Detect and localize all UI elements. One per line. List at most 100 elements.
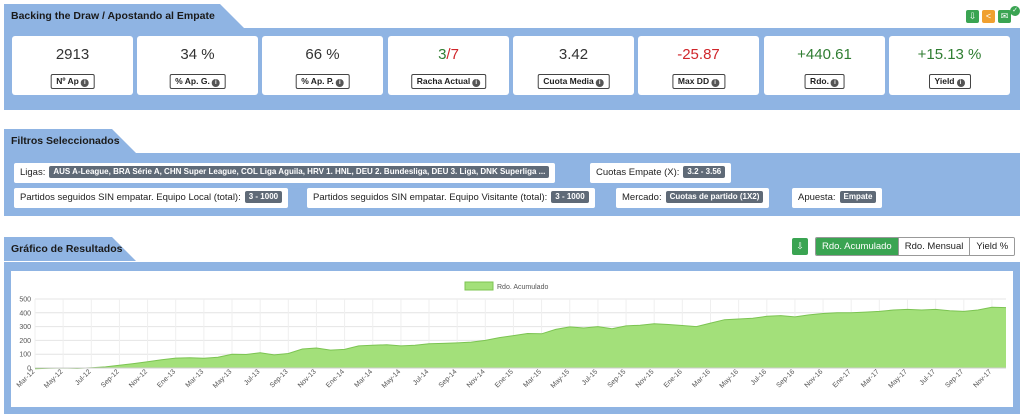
x-tick-label: Nov-17 bbox=[972, 368, 993, 389]
stat-label[interactable]: Max DD i bbox=[671, 74, 726, 89]
x-tick-label: Sep-13 bbox=[269, 368, 290, 389]
x-tick-label: Mar-15 bbox=[522, 368, 543, 389]
filter-ligas: Ligas: AUS A-League, BRA Série A, CHN Sup… bbox=[14, 163, 556, 183]
x-tick-label: Ene-17 bbox=[832, 368, 853, 389]
stat-label[interactable]: Cuota Media i bbox=[537, 74, 610, 89]
toggle-rdo-mensual[interactable]: Rdo. Mensual bbox=[897, 238, 970, 255]
stats-section-tab: Backing the Draw / Apostando al Empate bbox=[4, 4, 244, 28]
x-tick-label: Nov-15 bbox=[635, 368, 656, 389]
y-tick-label: 500 bbox=[19, 297, 31, 304]
stat-card-ap-ganadas: 34 % % Ap. G. i bbox=[137, 36, 258, 95]
x-tick-label: May-15 bbox=[550, 368, 572, 390]
stat-label[interactable]: % Ap. P. i bbox=[295, 74, 350, 89]
share-icon: < bbox=[985, 11, 992, 21]
stat-value: 2913 bbox=[55, 46, 90, 63]
info-icon: i bbox=[472, 79, 481, 87]
filter-tag: AUS A-League, BRA Série A, CHN Super Lea… bbox=[49, 166, 550, 178]
stat-label[interactable]: Yield i bbox=[928, 74, 971, 89]
stat-value: 66 % bbox=[305, 46, 340, 63]
stat-label[interactable]: Racha Actual i bbox=[410, 74, 487, 89]
x-tick-label: Jul-16 bbox=[750, 368, 769, 387]
filter-label: Ligas: bbox=[20, 167, 46, 178]
x-tick-label: May-14 bbox=[381, 368, 403, 390]
toggle-rdo-acumulado[interactable]: Rdo. Acumulado bbox=[816, 238, 898, 255]
x-tick-label: Nov-16 bbox=[804, 368, 825, 389]
chart-download-button[interactable]: ⇩ bbox=[792, 238, 808, 255]
stat-card-racha-actual: 3/7 Racha Actual i bbox=[388, 36, 509, 95]
chart-section-tab: Gráfico de Resultados bbox=[4, 237, 136, 261]
y-tick-label: 400 bbox=[19, 310, 31, 317]
filter-tag: 3.2 - 3.56 bbox=[683, 166, 726, 178]
info-icon: i bbox=[80, 79, 89, 87]
stat-card-yield: +15.13 % Yield i bbox=[889, 36, 1010, 95]
y-tick-label: 100 bbox=[19, 352, 31, 359]
x-tick-label: Mar-17 bbox=[860, 368, 881, 389]
x-tick-label: May-16 bbox=[719, 368, 741, 390]
x-tick-label: Sep-12 bbox=[100, 368, 121, 389]
x-tick-label: Sep-16 bbox=[775, 368, 796, 389]
info-icon: i bbox=[830, 79, 839, 87]
x-tick-label: Jul-15 bbox=[581, 368, 600, 387]
email-icon: ✉ bbox=[1000, 11, 1009, 21]
info-icon: i bbox=[956, 79, 965, 87]
filters-panel: Ligas: AUS A-League, BRA Série A, CHN Sup… bbox=[4, 153, 1020, 216]
filter-tag: Empate bbox=[839, 191, 877, 203]
stat-card-cuota-media: 3.42 Cuota Media i bbox=[513, 36, 634, 95]
x-tick-label: Sep-14 bbox=[438, 368, 459, 389]
filter-apuesta: Apuesta: Empate bbox=[792, 188, 883, 208]
filter-cuotas: Cuotas Empate (X): 3.2 - 3.56 bbox=[590, 163, 732, 183]
stat-value: -25.87 bbox=[677, 46, 720, 63]
share-button[interactable]: < bbox=[982, 10, 995, 23]
x-tick-label: Mar-13 bbox=[185, 368, 206, 389]
stat-label[interactable]: Rdo. i bbox=[804, 74, 845, 89]
x-tick-label: Jul-14 bbox=[412, 368, 431, 387]
x-tick-label: Ene-15 bbox=[494, 368, 515, 389]
legend-label: Rdo. Acumulado bbox=[497, 284, 548, 291]
toggle-yield[interactable]: Yield % bbox=[969, 238, 1015, 255]
filter-tag: 3 - 1000 bbox=[551, 191, 589, 203]
stat-value: 3.42 bbox=[558, 46, 589, 63]
y-tick-label: 0 bbox=[27, 366, 31, 373]
stat-value: +15.13 % bbox=[917, 46, 982, 63]
stat-card-rdo: +440.61 Rdo. i bbox=[764, 36, 885, 95]
stat-label[interactable]: Nº Ap i bbox=[50, 74, 95, 89]
stats-panel: 2913 Nº Ap i 34 % % Ap. G. i 66 % % Ap. P.… bbox=[4, 28, 1020, 110]
stat-value: 34 % bbox=[180, 46, 215, 63]
info-icon: i bbox=[335, 79, 344, 87]
info-icon: i bbox=[211, 79, 220, 87]
results-chart: 0 100 200 300 400 500 Mar-12 May-12 Jul-12 Sep-12… bbox=[11, 271, 1013, 407]
x-tick-label: Jul-12 bbox=[74, 368, 93, 387]
filter-mercado: Mercado: Cuotas de partido (1X2) bbox=[616, 188, 770, 208]
y-tick-label: 200 bbox=[19, 338, 31, 345]
stat-label[interactable]: % Ap. G. i bbox=[169, 74, 226, 89]
filter-label: Mercado: bbox=[622, 192, 662, 203]
stat-value: +440.61 bbox=[797, 46, 852, 63]
series-area-rdo-acumulado bbox=[35, 307, 1006, 369]
info-icon: i bbox=[711, 79, 720, 87]
filter-local: Partidos seguidos SIN empatar. Equipo Lo… bbox=[14, 188, 289, 208]
legend-swatch bbox=[464, 281, 494, 291]
x-tick-label: Ene-16 bbox=[663, 368, 684, 389]
download-icon: ⇩ bbox=[968, 11, 977, 21]
chart-toggle-group: Rdo. Acumulado Rdo. Mensual Yield % bbox=[815, 237, 1016, 256]
y-tick-label: 300 bbox=[19, 324, 31, 331]
stat-card-ap-perdidas: 66 % % Ap. P. i bbox=[262, 36, 383, 95]
check-badge-icon: ✓ bbox=[1010, 6, 1020, 16]
x-tick-label: Mar-14 bbox=[354, 368, 375, 389]
email-button[interactable]: ✉ bbox=[998, 10, 1011, 23]
info-icon: i bbox=[595, 79, 604, 87]
download-icon: ⇩ bbox=[796, 241, 804, 251]
stat-card-num-apuestas: 2913 Nº Ap i bbox=[12, 36, 133, 95]
x-tick-label: May-17 bbox=[887, 368, 909, 390]
chart-title: Gráfico de Resultados bbox=[4, 237, 136, 261]
x-tick-label: May-12 bbox=[43, 368, 65, 390]
x-tick-label: Mar-16 bbox=[691, 368, 712, 389]
x-tick-label: May-13 bbox=[212, 368, 234, 390]
filters-section-tab: Filtros Seleccionados bbox=[4, 129, 136, 153]
filter-label: Partidos seguidos SIN empatar. Equipo Vi… bbox=[313, 192, 548, 203]
filter-visitante: Partidos seguidos SIN empatar. Equipo Vi… bbox=[307, 188, 595, 208]
download-button[interactable]: ⇩ bbox=[966, 10, 979, 23]
x-tick-label: Ene-13 bbox=[156, 368, 177, 389]
filter-tag: 3 - 1000 bbox=[244, 191, 283, 203]
